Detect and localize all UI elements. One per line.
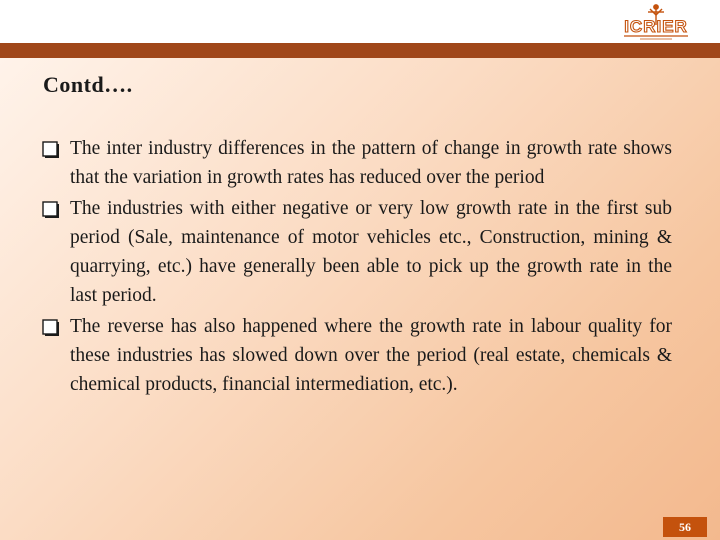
header-bar	[0, 43, 720, 58]
bullet-text: The reverse has also happened where the …	[70, 316, 672, 395]
content-panel	[0, 58, 720, 540]
checkbox-bullet-icon	[42, 319, 59, 336]
page-number: 56	[663, 517, 707, 537]
checkbox-bullet-icon	[42, 201, 59, 218]
list-item: The industries with either negative or v…	[42, 194, 672, 310]
bullet-list: The inter industry differences in the pa…	[42, 134, 672, 401]
list-item: The reverse has also happened where the …	[42, 312, 672, 399]
bullet-text: The inter industry differences in the pa…	[70, 138, 672, 188]
logo-text: ICRIER	[624, 17, 688, 36]
list-item: The inter industry differences in the pa…	[42, 134, 672, 192]
icrier-logo: ICRIER	[624, 4, 688, 40]
checkbox-bullet-icon	[42, 141, 59, 158]
slide-title: Contd….	[43, 72, 133, 97]
bullet-text: The industries with either negative or v…	[70, 198, 672, 306]
